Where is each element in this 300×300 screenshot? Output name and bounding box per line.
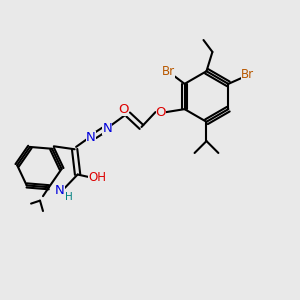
- Text: H: H: [65, 192, 73, 203]
- Text: Br: Br: [162, 65, 175, 79]
- Text: Br: Br: [241, 68, 254, 82]
- Text: N: N: [102, 122, 112, 135]
- Text: N: N: [55, 184, 64, 197]
- Text: OH: OH: [88, 171, 106, 184]
- Text: N: N: [86, 131, 96, 144]
- Text: O: O: [118, 103, 129, 116]
- Text: O: O: [156, 106, 166, 118]
